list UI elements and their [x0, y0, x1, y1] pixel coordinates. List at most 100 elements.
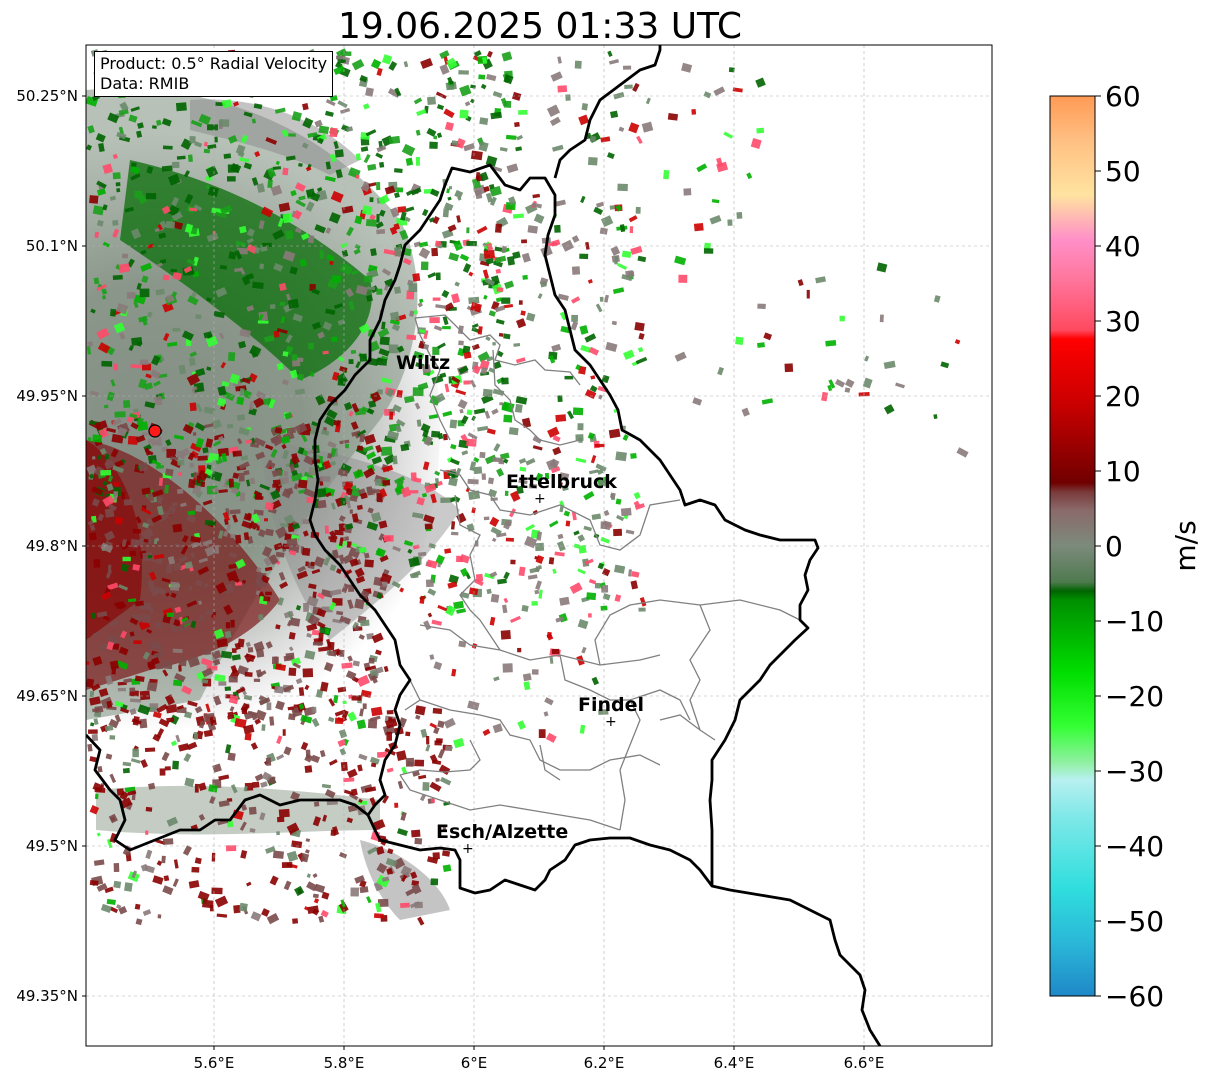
echo-pixel	[286, 822, 300, 835]
echo-pixel	[620, 507, 632, 517]
colorbar-tick-label: −50	[1105, 905, 1164, 938]
echo-pixel	[111, 667, 117, 675]
echo-pixel	[193, 731, 199, 740]
echo-pixel	[449, 419, 458, 429]
echo-pixel	[298, 195, 306, 201]
echo-pixel	[477, 326, 483, 335]
echo-pixel	[188, 357, 196, 367]
echo-pixel	[645, 97, 651, 105]
echo-pixel	[518, 479, 528, 485]
echo-pixel	[495, 297, 502, 303]
echo-pixel	[291, 522, 301, 530]
echo-pixel	[276, 328, 288, 334]
echo-pixel	[336, 372, 348, 385]
echo-pixel	[275, 551, 285, 558]
echo-pixel	[557, 481, 563, 489]
echo-pixel	[93, 277, 100, 285]
echo-pixel	[274, 107, 286, 114]
echo-pixel	[225, 744, 232, 754]
echo-pixel	[365, 87, 374, 97]
echo-pixel	[486, 428, 496, 435]
echo-pixel	[110, 379, 116, 387]
echo-pixel	[583, 525, 592, 532]
echo-pixel	[241, 275, 251, 286]
echo-pixel	[172, 648, 183, 654]
echo-pixel	[270, 448, 278, 458]
echo-pixel	[437, 604, 448, 612]
echo-pixel	[443, 717, 456, 729]
echo-pixel	[241, 707, 248, 715]
echo-pixel	[342, 700, 347, 705]
echo-pixel	[285, 155, 296, 161]
echo-pixel	[102, 495, 115, 508]
echo-pixel	[422, 781, 430, 791]
echo-pixel	[333, 303, 343, 310]
echo-pixel	[333, 65, 346, 76]
echo-pixel	[305, 201, 315, 212]
echo-pixel	[112, 228, 120, 238]
echo-pixel	[435, 272, 441, 281]
echo-pixel	[494, 246, 504, 252]
echo-pixel	[213, 310, 225, 319]
echo-pixel	[192, 432, 197, 436]
echo-pixel	[420, 57, 433, 70]
echo-pixel	[229, 706, 235, 712]
echo-pixel	[379, 161, 385, 168]
echo-pixel	[286, 427, 296, 434]
echo-pixel	[184, 777, 195, 788]
echo-pixel	[320, 681, 329, 692]
echo-pixel	[579, 253, 589, 260]
echo-pixel	[600, 536, 610, 544]
echo-pixel	[471, 415, 476, 421]
echo-pixel	[165, 221, 175, 229]
echo-pixel	[129, 165, 141, 175]
echo-pixel	[156, 505, 165, 516]
echo-pixel	[423, 620, 432, 631]
echo-pixel	[288, 646, 294, 652]
echo-pixel	[114, 411, 126, 418]
echo-pixel	[186, 600, 198, 608]
echo-pixel	[205, 185, 211, 190]
echo-pixel	[146, 681, 158, 692]
echo-pixel	[246, 512, 252, 521]
echo-pixel	[522, 673, 532, 682]
echo-pixel	[334, 709, 347, 717]
echo-pixel	[439, 776, 452, 786]
echo-pixel	[569, 582, 583, 595]
echo-pixel	[473, 466, 483, 475]
echo-pixel	[557, 56, 562, 64]
echo-pixel	[235, 534, 242, 544]
echo-pixel	[442, 433, 448, 441]
lat-tick-label: 49.35°N	[16, 987, 78, 1005]
echo-pixel	[92, 434, 103, 443]
echo-pixel	[162, 301, 174, 313]
echo-pixel	[426, 856, 439, 864]
echo-pixel	[422, 461, 430, 471]
echo-pixel	[459, 109, 469, 119]
colorbar-tick-label: 0	[1105, 530, 1123, 563]
echo-pixel	[444, 121, 455, 132]
echo-pixel	[531, 202, 543, 209]
echo-pixel	[797, 279, 804, 287]
echo-pixel	[230, 619, 235, 628]
echo-pixel	[239, 902, 248, 912]
echo-pixel	[172, 878, 179, 888]
echo-pixel	[355, 174, 360, 180]
echo-pixel	[92, 205, 105, 216]
echo-pixel	[571, 296, 581, 304]
echo-pixel	[285, 463, 290, 468]
echo-pixel	[203, 729, 214, 738]
echo-pixel	[289, 369, 299, 379]
echo-pixel	[443, 302, 455, 312]
echo-pixel	[278, 202, 291, 213]
echo-pixel	[446, 57, 458, 70]
echo-pixel	[97, 513, 105, 522]
echo-pixel	[122, 399, 131, 409]
echo-pixel	[400, 211, 407, 221]
echo-pixel	[97, 342, 111, 354]
echo-pixel	[228, 563, 237, 570]
echo-pixel	[757, 342, 765, 348]
echo-pixel	[363, 445, 374, 453]
echo-pixel	[93, 559, 101, 568]
echo-pixel	[89, 805, 100, 815]
